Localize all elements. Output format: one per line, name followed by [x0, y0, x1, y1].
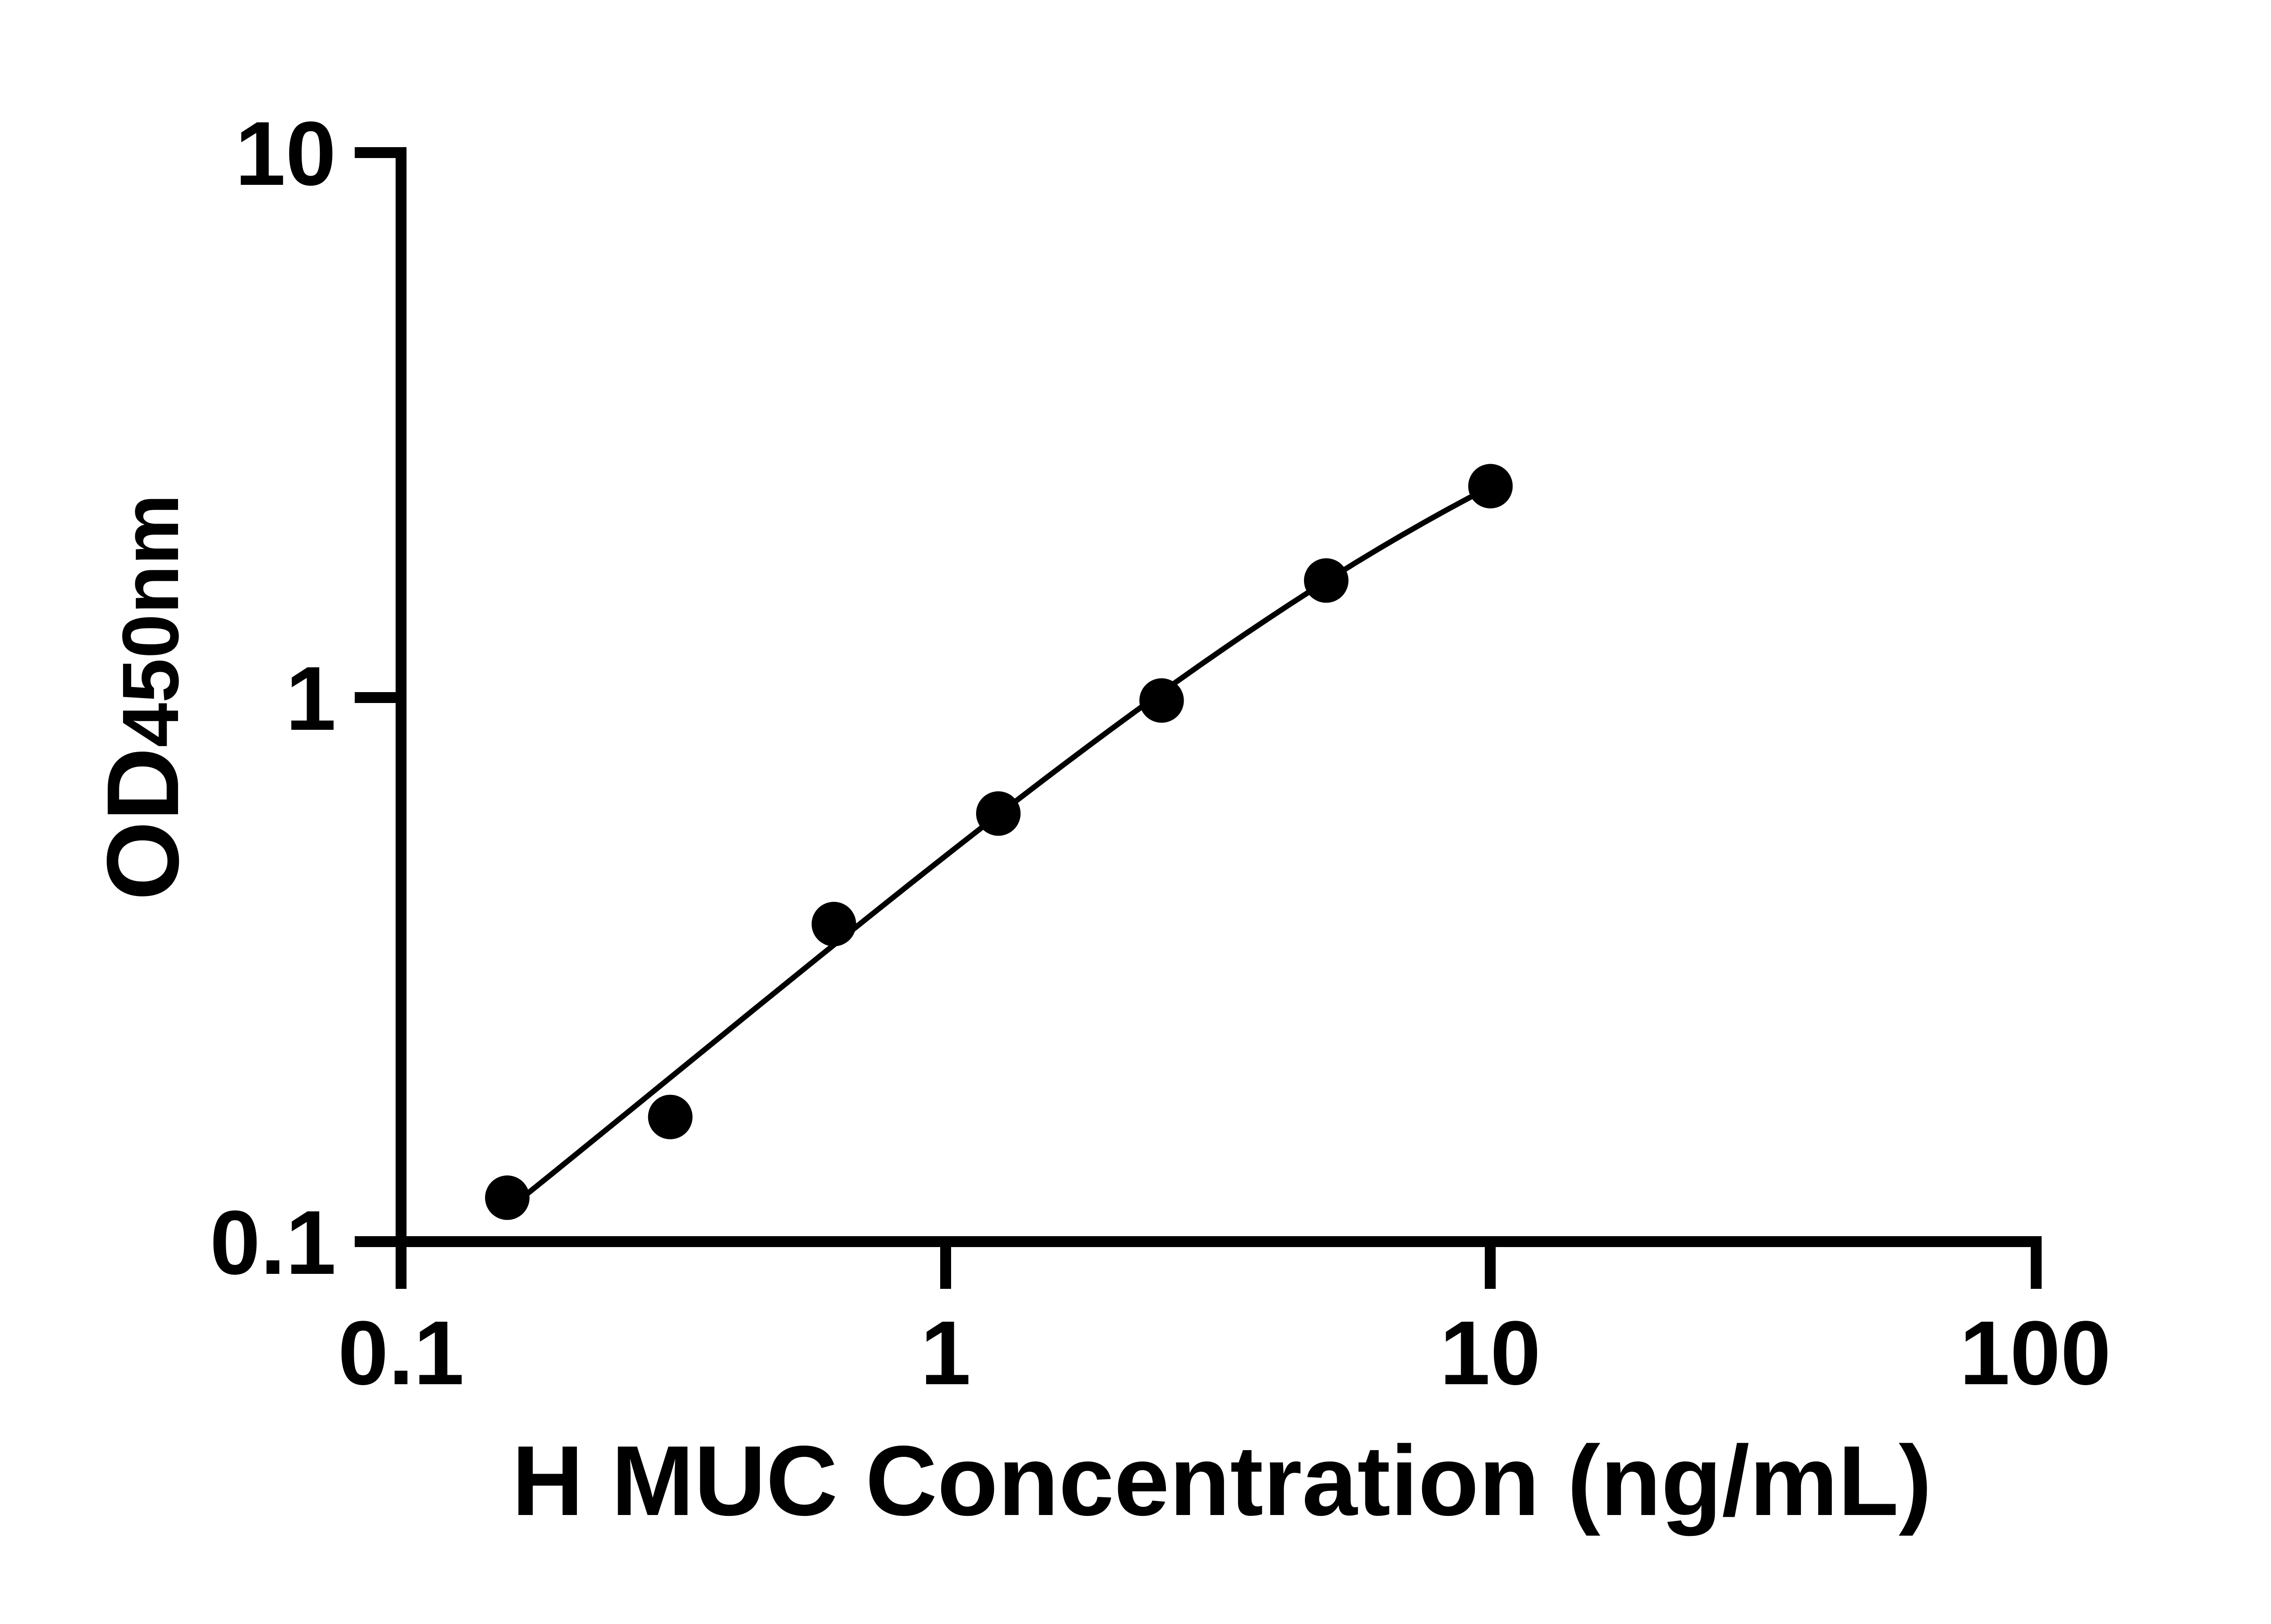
svg-text:OD450nm: OD450nm — [85, 494, 200, 901]
svg-text:100: 100 — [1959, 1302, 2111, 1404]
svg-text:0.1: 0.1 — [210, 1192, 336, 1293]
svg-text:10: 10 — [1440, 1302, 1541, 1404]
svg-text:1: 1 — [286, 648, 336, 749]
svg-text:H MUC Concentration (ng/mL): H MUC Concentration (ng/mL) — [512, 1426, 1932, 1536]
svg-text:0.1: 0.1 — [338, 1302, 464, 1404]
svg-text:10: 10 — [235, 103, 336, 204]
svg-text:1: 1 — [920, 1302, 971, 1404]
